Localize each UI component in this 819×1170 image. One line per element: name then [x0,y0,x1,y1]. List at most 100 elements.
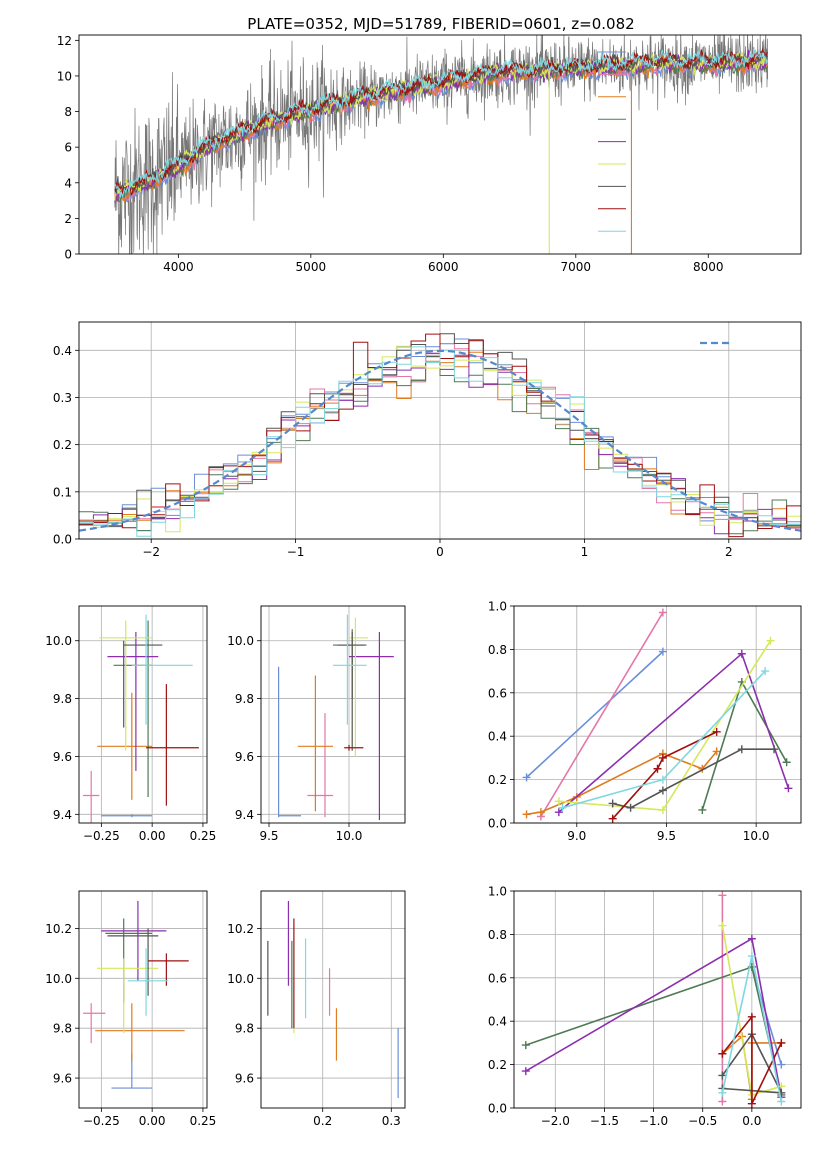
x-tick-label: 8000 [693,260,724,274]
histogram-kroupa_elodie [79,345,801,533]
y-tick-label: 0.4 [488,1015,507,1029]
x-tick-label: 6000 [428,260,459,274]
x-tick-label: 2 [725,545,733,559]
plot-area [83,900,189,1089]
point-marker [536,808,545,817]
plot-area [114,35,769,254]
model-line-chabrier_stelib [114,52,768,194]
plot-area [522,608,793,823]
point-marker [718,891,727,900]
point-kroupa_miles [297,675,333,812]
x-tick-label: −1 [287,545,305,559]
x-tick-label: 0.2 [313,1114,332,1128]
point-marker [608,799,617,808]
point-marker [718,1088,727,1097]
point-marker [558,803,567,812]
x-tick-label: 9.5 [259,829,278,843]
axes-age_vs_mass: 9.5 10.0 9.4 9.6 9.8 10.0 [227,605,406,843]
model-line-chabrier_miles [114,58,768,202]
series-chabrier_miles [522,647,667,782]
y-tick-label: 1.0 [488,885,507,899]
histogram-salpeter_stelib [79,333,801,538]
point-chabrier_stelib [107,928,159,996]
series-salpeter_elodie [554,649,793,817]
axes-frame [78,890,208,1109]
plot-area [83,614,199,823]
series-chabrier_stelib [608,745,779,812]
y-tick-label: 0.0 [488,1102,507,1116]
series-line [526,651,664,778]
y-tick-label: 0.2 [488,773,507,787]
figure-title: PLATE=0352, MJD=51789, FIBERID=0601, z=0… [247,15,634,33]
point-salpeter_miles [83,770,100,823]
point-salpeter_stelib [146,684,199,806]
point-marker [777,1038,786,1047]
x-tick-label: 1 [581,545,589,559]
x-tick-label: 9.0 [567,829,586,843]
series-kroupa_elodie [554,636,775,814]
y-tick-label: 9.8 [53,1022,72,1036]
y-tick-label: 10.0 [45,634,72,648]
x-tick-label: −0.25 [83,1114,120,1128]
series-line [562,670,766,809]
x-tick-label: −1.0 [639,1114,668,1128]
y-tick-label: 1.0 [488,600,507,614]
y-tick-label: 0.1 [53,485,72,499]
point-marker [747,952,756,961]
axes-weight_vs_z: −2.0 −1.5 −1.0 −0.5 0.0 0.0 0.2 0.4 0.6 0.8 1.0 [488,885,802,1128]
y-tick-label: 10.2 [227,922,254,936]
axes-mass_vs_z: −0.25 0.00 0.25 9.6 9.8 10.0 10.2 [45,890,217,1128]
point-salpeter_stelib [344,744,364,751]
spectrum-legend [598,51,626,232]
point-marker [554,797,563,806]
x-tick-label: 0.25 [190,829,217,843]
point-marker [784,784,793,793]
y-tick-label: 10 [57,69,72,83]
point-marker [608,814,617,823]
point-marker [777,1060,786,1069]
ticks: 9.0 9.5 10.0 0.0 0.2 0.4 0.6 0.8 1.0 [488,600,770,844]
y-tick-label: 9.6 [53,1072,72,1086]
point-marker [712,727,721,736]
plot-area [79,333,801,538]
point-chabrier_elodie [333,629,367,699]
axes-frame [513,890,802,1109]
series-line [612,748,775,809]
y-tick-label: 8 [64,105,72,119]
point-marker [521,1041,530,1050]
point-marker [653,764,662,773]
grid-lines [261,891,405,1108]
y-tick-label: 4 [64,176,72,190]
y-tick-label: 9.4 [53,808,72,822]
y-tick-label: 0.3 [53,391,72,405]
y-tick-label: 0.0 [488,817,507,831]
x-tick-label: 10.0 [743,829,770,843]
point-kroupa_miles [95,1003,185,1061]
point-salpeter_miles [83,1003,106,1044]
point-kroupa_elodie [99,620,153,751]
axes-spectrum: 4000 5000 6000 7000 8000 0 2 4 6 8 10 12 [57,34,802,274]
point-chabrier_stelib [123,640,163,728]
point-marker [712,747,721,756]
series-salpeter_stelib [718,1012,786,1108]
y-tick-label: 10.0 [45,972,72,986]
y-tick-label: 9.6 [235,1072,254,1086]
x-tick-label: 0 [436,545,444,559]
point-marker [658,786,667,795]
point-marker [658,775,667,784]
x-tick-label: 9.5 [657,829,676,843]
point-marker [554,808,563,817]
series-chabrier_elodie [698,677,791,814]
x-tick-label: 7000 [561,260,592,274]
point-chabrier_miles [101,814,153,818]
point-marker [747,1099,756,1108]
ticks: 0.2 0.3 9.6 9.8 10.0 10.2 [227,922,401,1128]
point-marker [658,608,667,617]
point-marker [747,934,756,943]
point-salpeter_elodie [101,900,167,981]
ticks: −0.25 0.00 0.25 9.4 9.6 9.8 10.0 [45,634,216,843]
axes-frame [260,605,406,824]
point-marker [777,1088,786,1097]
x-tick-label: 0.25 [190,1114,217,1128]
